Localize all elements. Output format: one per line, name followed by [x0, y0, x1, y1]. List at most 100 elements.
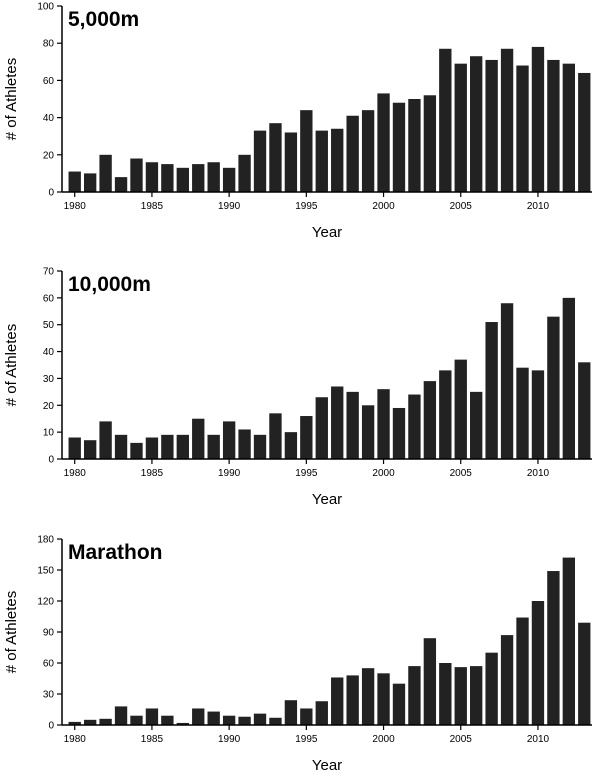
bar-1996: [315, 397, 328, 459]
bar-1989: [207, 711, 220, 725]
bar-1980: [68, 437, 81, 459]
bar-2007: [485, 59, 498, 192]
y-tick-label: 20: [43, 150, 55, 161]
y-tick-label: 10: [43, 428, 55, 439]
bar-2004: [439, 370, 452, 459]
bar-2011: [547, 316, 560, 459]
bar-1983: [114, 434, 128, 459]
bar-1982: [99, 421, 112, 459]
panel-title: 10,000m: [68, 273, 151, 296]
bar-1983: [114, 706, 128, 725]
y-tick-label: 60: [43, 659, 55, 670]
bar-1985: [145, 162, 159, 192]
bar-2008: [500, 48, 514, 192]
bar-2013: [578, 622, 591, 725]
bar-2000: [377, 93, 390, 192]
y-axis-label: # of Athletes: [3, 591, 20, 674]
bar-1991: [238, 154, 251, 192]
x-tick-label: 1995: [295, 201, 318, 212]
bar-1986: [161, 715, 174, 725]
y-tick-label: 90: [43, 628, 55, 639]
y-tick-label: 20: [43, 401, 55, 412]
bar-1991: [238, 716, 251, 725]
bar-1986: [161, 164, 174, 192]
bar-1999: [361, 110, 375, 192]
bar-1997: [331, 128, 344, 192]
bar-2000: [377, 389, 390, 459]
bar-2009: [516, 65, 529, 192]
x-tick-label: 1985: [141, 201, 164, 212]
bar-1980: [68, 171, 81, 192]
x-tick-label: 1990: [218, 201, 241, 212]
bar-1990: [222, 715, 236, 725]
chart-panel-10000m: 0 10 20 30 40 50 60 70 1980 1985 1990 1995 2000 2005 2…: [3, 267, 592, 508]
bar-2002: [408, 394, 421, 459]
bar-2010: [531, 46, 545, 192]
bar-2006: [470, 56, 483, 192]
x-tick-label: 2000: [372, 201, 395, 212]
bar-2009: [516, 617, 529, 725]
x-tick-label: 2000: [372, 734, 395, 745]
bar-1996: [315, 130, 328, 192]
y-tick-label: 40: [43, 113, 55, 124]
bar-1987: [176, 722, 189, 725]
bar-2003: [423, 381, 437, 459]
bar-1993: [269, 413, 282, 459]
bar-2005: [454, 359, 467, 459]
y-tick-label: 0: [48, 721, 54, 732]
bar-1988: [192, 164, 205, 192]
bar-1993: [269, 717, 282, 725]
y-tick-label: 50: [43, 320, 55, 331]
bar-1982: [99, 718, 112, 725]
bar-1992: [253, 713, 267, 725]
bar-1995: [300, 416, 313, 459]
bar-1981: [83, 719, 97, 725]
bar-1995: [300, 708, 313, 725]
bar-1998: [346, 675, 359, 725]
y-tick-label: 0: [48, 188, 54, 199]
bar-1988: [192, 708, 205, 725]
bar-2012: [562, 63, 576, 192]
bar-1991: [238, 429, 251, 459]
bar-1990: [222, 421, 236, 459]
bar-2005: [454, 63, 467, 192]
bar-1998: [346, 115, 359, 192]
bar-1992: [253, 434, 267, 459]
bar-2010: [531, 601, 545, 725]
bar-2007: [485, 322, 498, 459]
bar-2013: [578, 362, 591, 459]
bar-1987: [176, 167, 189, 192]
bar-1986: [161, 434, 174, 459]
y-tick-label: 60: [43, 76, 55, 87]
bar-2012: [562, 297, 576, 459]
x-tick-label: 1990: [218, 734, 241, 745]
bar-1999: [361, 668, 375, 725]
bar-1982: [99, 154, 112, 192]
bar-1990: [222, 167, 236, 192]
y-tick-label: 100: [37, 2, 54, 13]
x-axis-label: Year: [312, 757, 342, 774]
bar-2011: [547, 59, 560, 192]
x-tick-label: 1980: [64, 468, 87, 479]
bar-1989: [207, 434, 220, 459]
panel-title: 5,000m: [68, 8, 139, 31]
bar-2012: [562, 557, 576, 725]
bar-2007: [485, 652, 498, 725]
bar-1992: [253, 130, 267, 192]
bar-2006: [470, 666, 483, 725]
bar-2005: [454, 667, 467, 725]
bar-2001: [392, 102, 406, 192]
y-tick-label: 40: [43, 347, 55, 358]
x-tick-label: 1980: [64, 201, 87, 212]
y-tick-label: 60: [43, 293, 55, 304]
y-tick-label: 30: [43, 374, 55, 385]
bar-1995: [300, 110, 313, 192]
y-tick-label: 120: [37, 597, 54, 608]
x-tick-label: 1980: [64, 734, 87, 745]
bar-1980: [68, 721, 81, 725]
bar-1984: [130, 442, 143, 459]
chart-panel-marathon: 0 30 60 90 120 150 180 1980 1985 1990 1995 2000 2005…: [3, 535, 592, 774]
bar-2001: [392, 407, 406, 459]
bar-2009: [516, 367, 529, 459]
